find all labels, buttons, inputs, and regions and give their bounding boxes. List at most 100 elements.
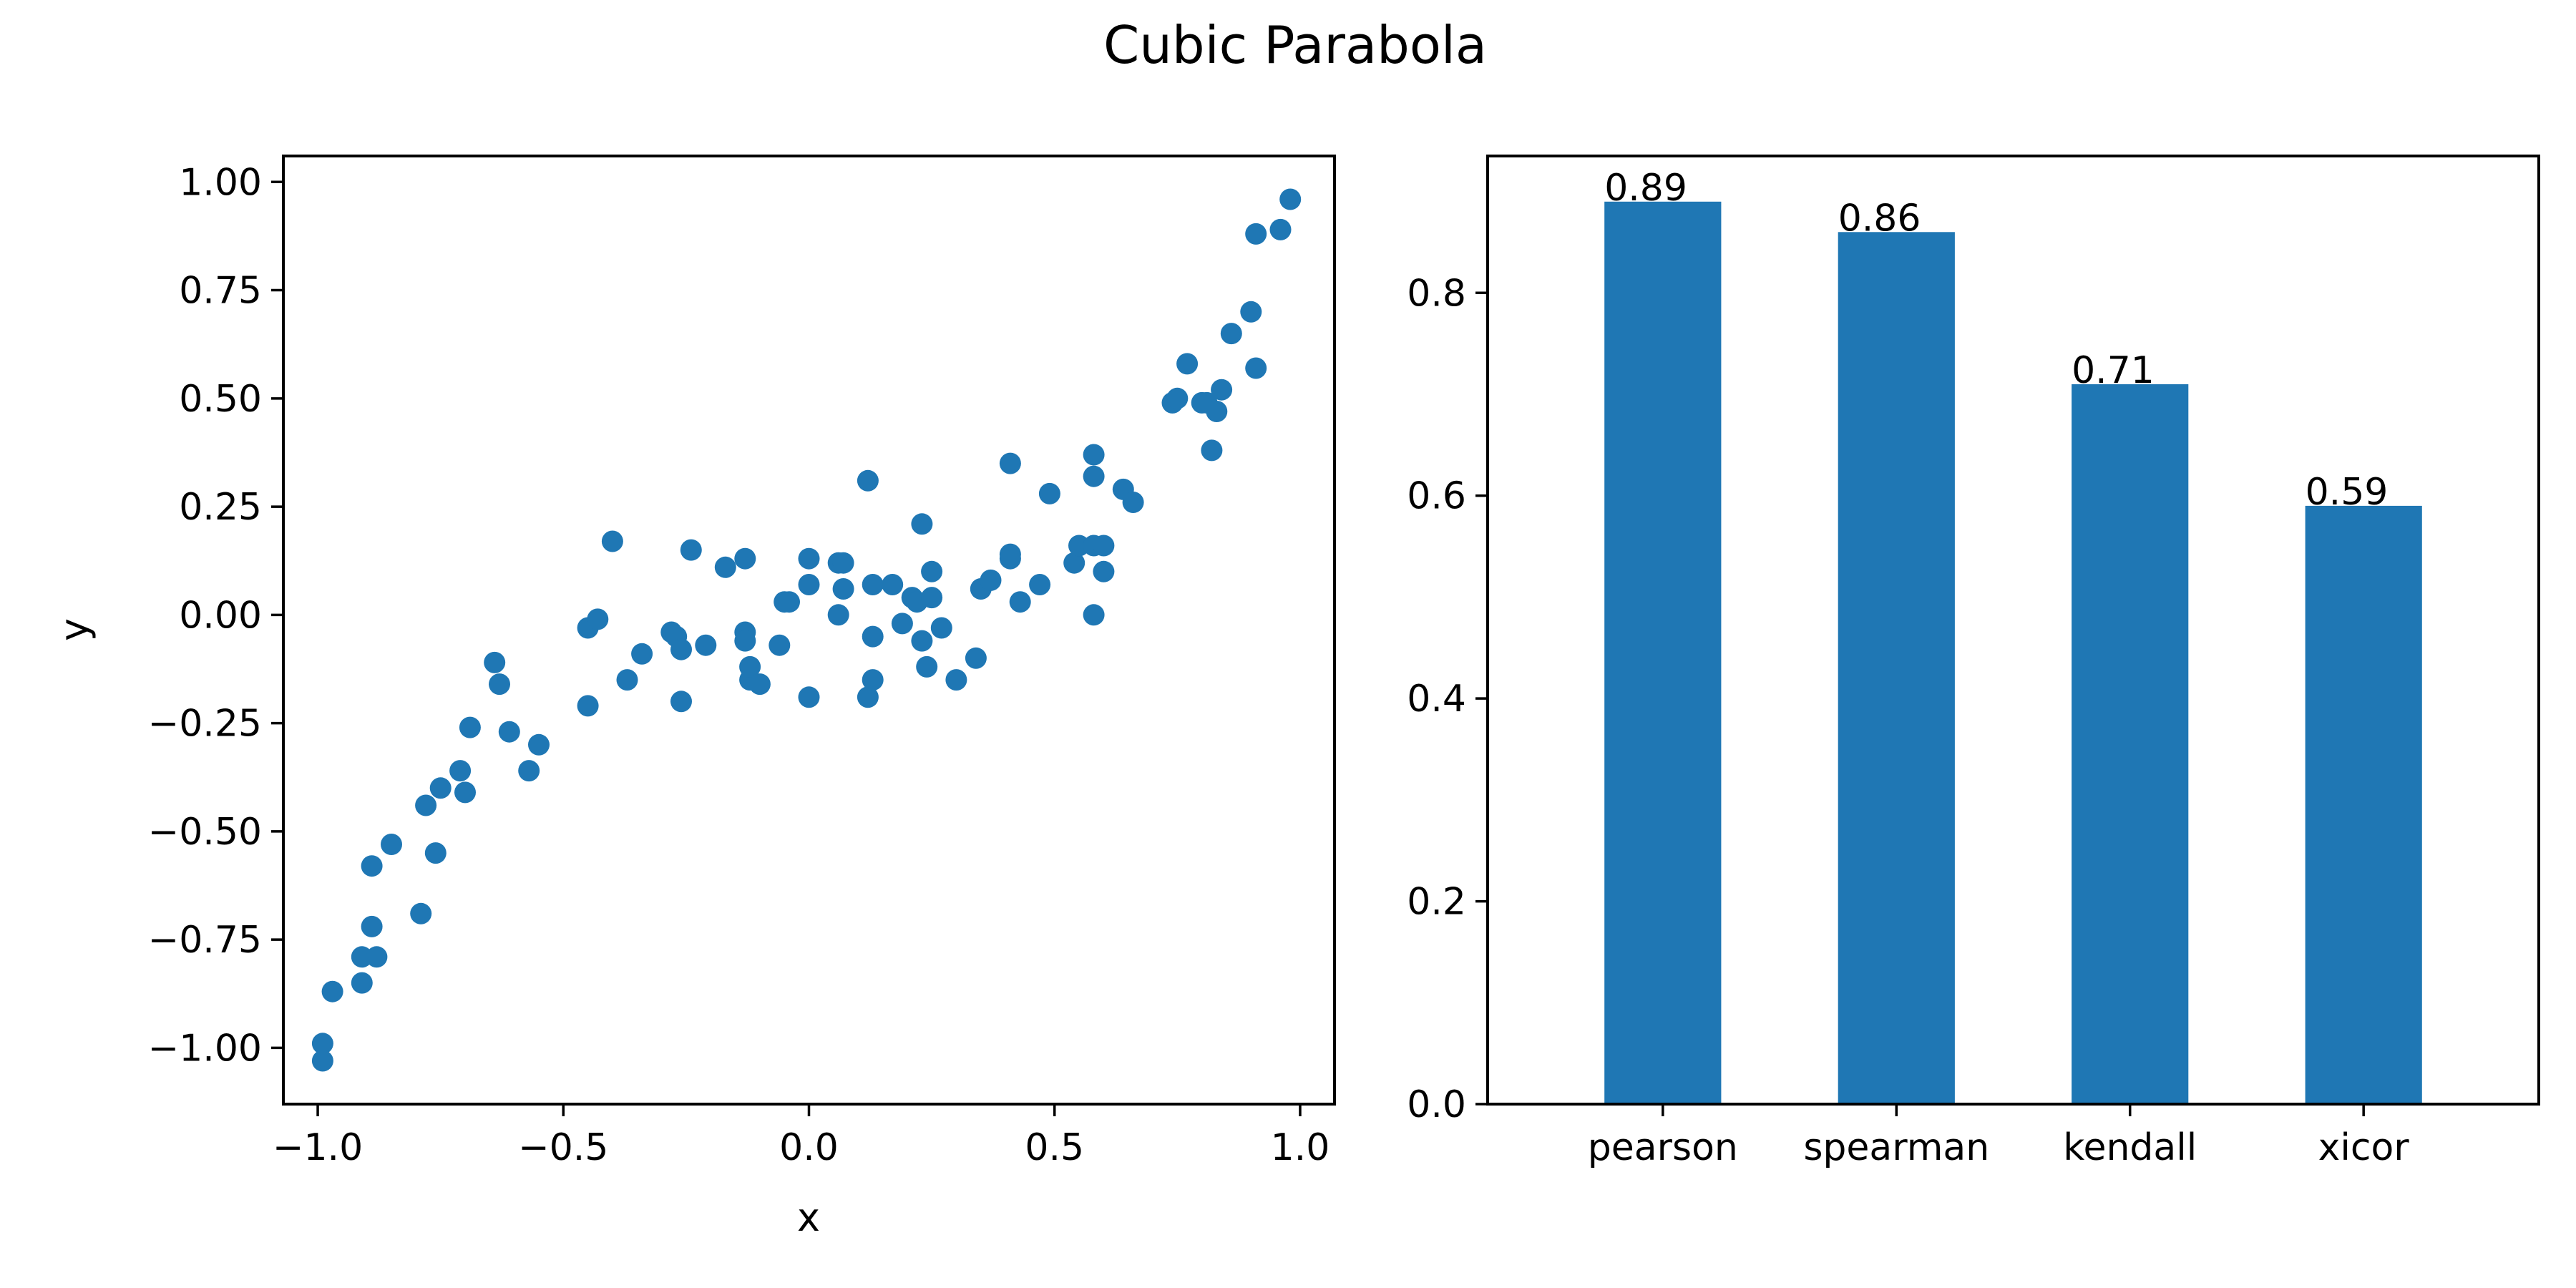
bar-series [1604, 201, 2422, 1104]
scatter-point [916, 655, 938, 678]
scatter-y-tick-label: 0.50 [179, 378, 262, 421]
scatter-point [1038, 482, 1060, 504]
scatter-point [827, 604, 849, 626]
scatter-point [484, 651, 506, 673]
scatter-point [945, 669, 967, 691]
bar-axes-frame [1486, 155, 2540, 1106]
scatter-point [1083, 444, 1105, 466]
bar-x-tick-label: pearson [1588, 1126, 1738, 1169]
bar-y-tick-label: 0.4 [1407, 678, 1466, 721]
scatter-point [601, 530, 623, 552]
bar-y-tick-label: 0.2 [1407, 881, 1466, 924]
scatter-point [528, 733, 550, 756]
scatter-point [1211, 379, 1233, 401]
scatter-point [769, 634, 791, 656]
scatter-point [862, 669, 884, 691]
scatter-y-tick-label: 1.00 [179, 161, 262, 204]
scatter-point [921, 560, 943, 582]
scatter-point [587, 608, 609, 630]
scatter-point [449, 760, 472, 782]
scatter-point [321, 980, 343, 1002]
scatter-point [1201, 439, 1223, 462]
scatter-panel: −1.0 −0.5 0.0 0.5 1.0 −1.00 −0.75 −0.50 −0.25 0.… [52, 155, 1336, 1240]
scatter-point [498, 721, 520, 743]
scatter-point [1068, 535, 1090, 557]
scatter-point [857, 469, 879, 492]
scatter-point [1122, 492, 1144, 513]
bar-y-tick-label: 0.0 [1407, 1083, 1466, 1126]
scatter-point [921, 587, 943, 609]
scatter-point [748, 673, 771, 696]
scatter-point [518, 760, 540, 782]
bar-value-label: 0.86 [1838, 197, 1921, 240]
scatter-axes-frame [282, 155, 1336, 1106]
scatter-point [631, 643, 653, 665]
scatter-point [415, 794, 437, 816]
scatter-point [798, 547, 820, 570]
scatter-point [798, 574, 820, 595]
scatter-point [965, 647, 987, 669]
scatter-point [999, 452, 1021, 474]
scatter-point [695, 634, 717, 656]
scatter-y-tick-label: −1.00 [148, 1027, 262, 1070]
scatter-point [1245, 357, 1267, 379]
bar-x-tick-label: spearman [1803, 1126, 1989, 1169]
scatter-x-tick-label: 0.5 [1025, 1126, 1084, 1169]
scatter-point [911, 513, 933, 535]
bar-x-axis: pearson spearman kendall xicor [1588, 1104, 2410, 1169]
scatter-point [1083, 604, 1105, 626]
scatter-y-tick-label: 0.75 [179, 270, 262, 313]
bar-kendall [2072, 384, 2189, 1104]
bar-x-tick-label: xicor [2318, 1126, 2410, 1169]
scatter-point [311, 1033, 333, 1055]
scatter-point [616, 669, 638, 691]
bar-x-tick-label: kendall [2063, 1126, 2197, 1169]
scatter-point [739, 655, 761, 678]
scatter-point [1245, 223, 1267, 245]
bar-y-tick-label: 0.8 [1407, 272, 1466, 315]
scatter-point [1063, 552, 1085, 574]
bar-xicor [2305, 505, 2422, 1104]
figure-title: Cubic Parabola [1103, 15, 1487, 75]
scatter-point [1176, 353, 1199, 375]
scatter-point [1029, 574, 1051, 595]
bar-y-tick-label: 0.6 [1407, 475, 1466, 518]
scatter-point [1093, 560, 1115, 582]
bar-spearman [1838, 232, 1955, 1104]
scatter-points [311, 188, 1302, 1072]
scatter-point [930, 617, 952, 639]
scatter-point [1166, 387, 1189, 409]
scatter-x-tick-label: −0.5 [518, 1126, 608, 1169]
scatter-point [714, 556, 736, 578]
scatter-point [1220, 323, 1242, 345]
scatter-point [832, 578, 854, 600]
scatter-point [410, 902, 432, 924]
scatter-point [1279, 188, 1302, 210]
scatter-point [1206, 401, 1228, 422]
scatter-point [670, 691, 692, 713]
scatter-point [366, 946, 388, 968]
scatter-point [911, 630, 933, 652]
scatter-point [832, 552, 854, 574]
bar-panel: 0.89 0.86 0.71 0.59 pearson spearman kendall x… [1407, 155, 2540, 1169]
scatter-x-axis-label: x [797, 1195, 820, 1240]
scatter-point [489, 673, 510, 696]
scatter-point [454, 781, 476, 804]
scatter-point [862, 625, 884, 648]
scatter-point [857, 686, 879, 708]
scatter-x-tick-label: 0.0 [779, 1126, 839, 1169]
scatter-x-axis: −1.0 −0.5 0.0 0.5 1.0 [273, 1104, 1330, 1169]
scatter-point [1240, 301, 1262, 323]
scatter-point [891, 613, 913, 635]
scatter-point [351, 972, 373, 994]
scatter-x-tick-label: 1.0 [1271, 1126, 1330, 1169]
scatter-point [980, 569, 1002, 591]
scatter-point [670, 638, 692, 660]
scatter-point [798, 686, 820, 708]
scatter-point [361, 855, 383, 877]
scatter-y-tick-label: −0.25 [148, 703, 262, 746]
scatter-point [1269, 218, 1292, 240]
scatter-point [1083, 465, 1105, 487]
scatter-y-axis-label: y [52, 618, 97, 641]
